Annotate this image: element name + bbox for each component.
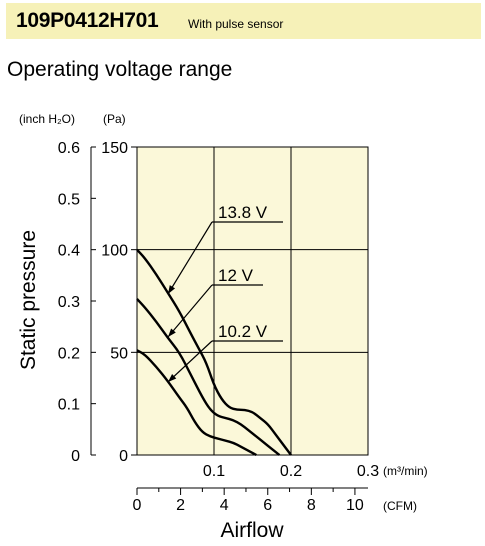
x-tick-label-m3min: 0.1 (203, 463, 225, 480)
axes: 0.6 0.5 0.4 0.3 0.2 0.1 0 150 100 50 0 0.1 0.2 0.3 0 2 4… (58, 140, 379, 514)
plot-area: 13.8 V 12 V 10.2 V (136, 146, 369, 457)
x-unit-m3min: (m³/min) (383, 464, 428, 478)
voltage-leader-line (167, 284, 213, 338)
voltage-leader-arrowhead (168, 285, 176, 294)
x-unit-cfm: (CFM) (383, 499, 417, 513)
y-tick-label-inch: 0.1 (58, 397, 80, 414)
y-tick-label-inch: 0.2 (58, 345, 80, 362)
voltage-label-2: 10.2 V (218, 322, 268, 341)
y-tick-label-inch: 0.6 (58, 140, 80, 157)
x-axis-title: Airflow (220, 519, 284, 542)
voltage-label-1: 12 V (218, 266, 254, 285)
x-tick-label-cfm: 2 (176, 497, 185, 514)
voltage-leader-line (167, 340, 213, 383)
y-unit-pa: (Pa) (103, 112, 126, 126)
y-axis-title: Static pressure (17, 230, 40, 370)
plot-background (136, 146, 369, 456)
model-note: With pulse sensor (188, 17, 284, 31)
x-tick-label-cfm: 0 (133, 497, 142, 514)
section-title: Operating voltage range (7, 58, 233, 81)
y-unit-inch: (inch H₂O) (19, 112, 75, 126)
y-tick-label-pa: 150 (101, 140, 128, 157)
model-header: 109P0412H701 With pulse sensor (6, 3, 481, 39)
y-tick-label-inch: 0 (71, 448, 80, 465)
y-tick-label-pa: 100 (101, 243, 128, 260)
x-tick-label-cfm: 6 (263, 497, 272, 514)
x-tick-label-cfm: 8 (307, 497, 316, 514)
series-line-0 (136, 248, 292, 456)
voltage-leader-arrowhead (168, 328, 176, 337)
y-tick-label-inch: 0.4 (58, 243, 80, 260)
y-tick-label-pa: 50 (110, 345, 128, 362)
x-tick-label-m3min: 0.3 (357, 463, 379, 480)
series-line-2 (136, 349, 257, 457)
voltage-leader-arrowhead (168, 373, 177, 382)
y-tick-label-inch: 0.3 (58, 294, 80, 311)
voltage-leader-line (167, 221, 213, 295)
x-tick-label-cfm: 4 (220, 497, 229, 514)
model-number: 109P0412H701 (16, 9, 159, 32)
y-tick-label-pa: 0 (119, 448, 128, 465)
voltage-label-0: 13.8 V (218, 203, 268, 222)
x-tick-label-m3min: 0.2 (280, 463, 302, 480)
x-tick-label-cfm: 10 (346, 497, 364, 514)
y-tick-label-inch: 0.5 (58, 191, 80, 208)
series-line-1 (136, 298, 281, 456)
